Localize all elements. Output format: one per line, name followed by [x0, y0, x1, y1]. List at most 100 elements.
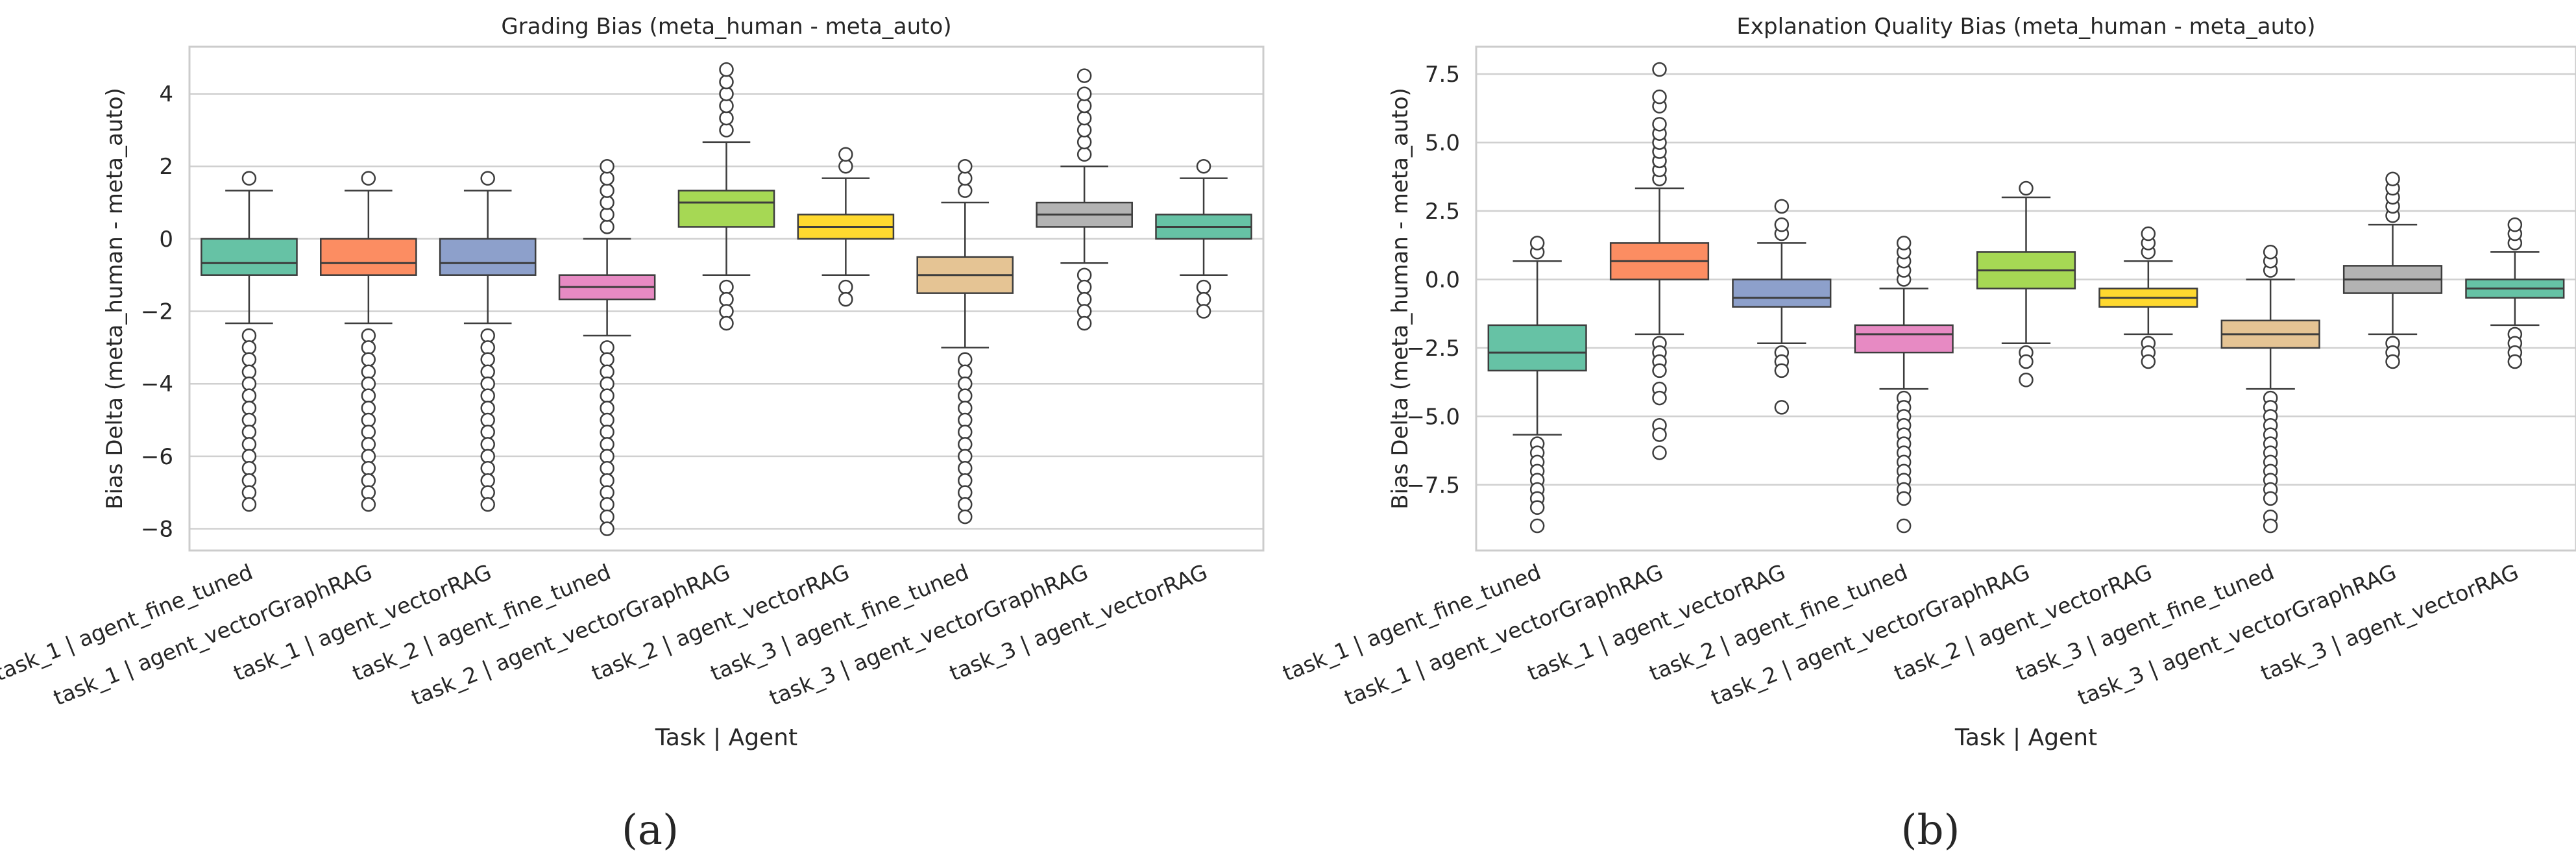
outlier-point: [1529, 236, 1545, 251]
y-tick-label: −2: [141, 299, 173, 325]
outlier-point: [480, 485, 495, 500]
outlier-point: [361, 328, 376, 343]
outlier-point: [2019, 373, 2034, 388]
outlier-point: [241, 425, 257, 439]
outlier-point: [958, 171, 973, 186]
outlier-point: [2141, 354, 2156, 369]
outlier-point: [1774, 199, 1790, 214]
outlier-point: [241, 328, 257, 343]
box-iqr: [1732, 278, 1832, 308]
outlier-point: [1076, 123, 1092, 138]
outlier-point: [2507, 217, 2523, 232]
box-4: [1854, 236, 1954, 534]
outlier-point: [480, 171, 495, 186]
outlier-point: [241, 473, 257, 488]
outlier-point: [1652, 363, 1667, 378]
outlier-point: [2263, 491, 2278, 506]
outlier-point: [958, 412, 973, 428]
outlier-point: [600, 437, 614, 452]
outlier-point: [600, 219, 614, 234]
outlier-point: [1652, 445, 1667, 460]
outlier-point: [480, 425, 495, 439]
outlier-point: [719, 315, 734, 331]
y-tick-label: 7.5: [1425, 62, 1460, 88]
outlier-point: [480, 388, 495, 403]
outlier-point: [241, 497, 257, 512]
outlier-point: [958, 401, 973, 415]
outlier-point: [719, 74, 734, 90]
outlier-point: [480, 497, 495, 512]
outlier-point: [241, 171, 257, 186]
outlier-point: [838, 147, 853, 162]
outlier-point: [1774, 400, 1790, 415]
box-iqr: [1854, 324, 1954, 354]
y-tick-label: 2: [159, 154, 173, 180]
outlier-point: [958, 497, 973, 512]
outlier-point: [1896, 518, 1912, 534]
outlier-point: [361, 473, 376, 488]
outlier-point: [958, 485, 973, 500]
outlier-point: [1076, 291, 1092, 307]
y-tick-label: 5.0: [1425, 130, 1460, 156]
y-tick-label: −4: [141, 371, 173, 397]
outlier-point: [2385, 171, 2400, 186]
outlier-point: [1076, 279, 1092, 295]
y-tick-label: −7.5: [1406, 473, 1460, 499]
outlier-point: [361, 449, 376, 464]
outlier-point: [241, 340, 257, 355]
outlier-point: [361, 461, 376, 476]
y-tick-label: 2.5: [1425, 199, 1460, 225]
figure-caption: (a): [622, 806, 679, 854]
outlier-point: [958, 425, 973, 439]
outlier-point: [600, 461, 614, 476]
outlier-point: [719, 110, 734, 126]
outlier-point: [361, 412, 376, 428]
outlier-point: [480, 340, 495, 355]
outlier-point: [1076, 315, 1092, 331]
outlier-point: [2263, 245, 2278, 260]
box-9: [2465, 217, 2565, 369]
outlier-point: [480, 352, 495, 367]
outlier-point: [600, 509, 614, 525]
outlier-point: [241, 437, 257, 452]
outlier-point: [2141, 226, 2156, 241]
outlier-point: [600, 485, 614, 500]
outlier-point: [600, 473, 614, 488]
y-axis-label: Bias Delta (meta_human - meta_auto): [102, 88, 128, 510]
outlier-point: [1652, 117, 1667, 132]
box-1: [1487, 236, 1587, 534]
outlier-point: [1076, 98, 1092, 114]
y-tick-label: −2.5: [1406, 336, 1460, 362]
box-8: [2342, 171, 2443, 369]
x-axis-label: Task | Agent: [655, 724, 797, 751]
outlier-point: [600, 412, 614, 428]
chart-title: Explanation Quality Bias (meta_human - m…: [1736, 14, 2315, 40]
y-axis-label: Bias Delta (meta_human - meta_auto): [1387, 88, 1413, 510]
outlier-point: [1076, 267, 1092, 282]
outlier-point: [600, 497, 614, 512]
box-7: [916, 158, 1014, 525]
outlier-point: [719, 123, 734, 138]
outlier-point: [600, 401, 614, 415]
y-tick-label: −6: [141, 444, 173, 470]
outlier-point: [480, 376, 495, 391]
outlier-point: [600, 388, 614, 403]
outlier-point: [361, 388, 376, 403]
box-2: [1609, 62, 1710, 460]
outlier-point: [838, 291, 853, 307]
plot-frame: [1475, 45, 2576, 552]
outlier-point: [600, 171, 614, 186]
outlier-point: [958, 449, 973, 464]
outlier-point: [958, 158, 973, 174]
box-1: [200, 171, 298, 512]
outlier-point: [958, 352, 973, 367]
outlier-point: [241, 364, 257, 380]
chart-title: Grading Bias (meta_human - meta_auto): [501, 14, 951, 40]
outlier-point: [958, 509, 973, 525]
outlier-point: [600, 183, 614, 198]
outlier-point: [719, 86, 734, 101]
y-tick-label: 4: [159, 82, 173, 108]
x-axis-label: Task | Agent: [1954, 724, 2097, 751]
outlier-point: [1652, 427, 1667, 442]
